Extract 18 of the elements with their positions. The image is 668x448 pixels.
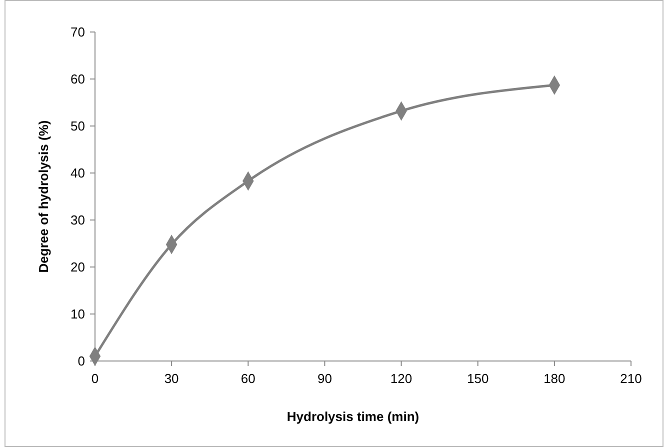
y-tick-label: 50 [70, 118, 85, 134]
x-tick-label: 90 [317, 371, 332, 386]
y-axis-title: Degree of hydrolysis (%) [36, 120, 51, 273]
x-axis-title: Hydrolysis time (min) [286, 409, 420, 424]
x-tick-label: 30 [164, 371, 179, 386]
x-tick-label: 120 [390, 371, 412, 386]
x-tick-label: 210 [620, 371, 642, 386]
y-tick-label: 40 [70, 166, 85, 181]
x-tick-label: 60 [240, 371, 256, 386]
y-tick-label: 30 [70, 212, 85, 228]
y-tick-label: 20 [70, 260, 85, 275]
y-tick-label: 10 [70, 306, 85, 322]
y-tick-label: 70 [70, 24, 85, 40]
y-tick-label: 60 [70, 72, 85, 87]
y-tick-label: 0 [78, 354, 85, 369]
x-tick-label: 180 [544, 371, 566, 386]
x-tick-label: 0 [91, 371, 99, 386]
x-tick-label: 150 [467, 371, 489, 386]
